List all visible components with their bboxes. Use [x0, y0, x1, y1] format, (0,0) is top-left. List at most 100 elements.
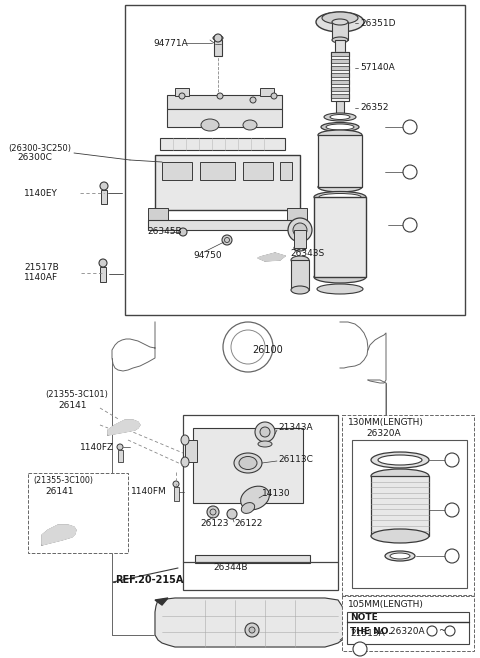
- Ellipse shape: [258, 441, 272, 447]
- Text: NOTE: NOTE: [350, 613, 378, 622]
- Text: (21355-3C100): (21355-3C100): [33, 476, 93, 486]
- Text: 94771A: 94771A: [153, 39, 188, 47]
- Text: 26320A: 26320A: [366, 428, 401, 438]
- Ellipse shape: [294, 245, 306, 251]
- Ellipse shape: [234, 453, 262, 473]
- Ellipse shape: [314, 271, 366, 283]
- Ellipse shape: [330, 114, 350, 120]
- Bar: [101, 190, 107, 204]
- Text: 1140AF: 1140AF: [24, 274, 58, 282]
- Text: 2: 2: [449, 505, 455, 515]
- Text: 57140A: 57140A: [360, 64, 395, 72]
- Text: 26300C: 26300C: [17, 153, 52, 163]
- Circle shape: [225, 238, 229, 243]
- Bar: [243, 162, 273, 180]
- Polygon shape: [258, 253, 285, 261]
- Ellipse shape: [318, 130, 362, 140]
- Bar: [148, 208, 168, 220]
- Ellipse shape: [378, 455, 422, 465]
- Bar: [214, 40, 222, 56]
- Text: (21355-3C101): (21355-3C101): [45, 390, 108, 399]
- Text: 26123: 26123: [200, 519, 228, 528]
- Ellipse shape: [243, 120, 257, 130]
- Text: 21343A: 21343A: [278, 424, 312, 432]
- Circle shape: [245, 623, 259, 637]
- Bar: [342, 415, 474, 595]
- Polygon shape: [108, 420, 140, 435]
- Bar: [193, 428, 303, 503]
- Text: 26141: 26141: [45, 486, 73, 495]
- Circle shape: [403, 218, 417, 232]
- Bar: [195, 555, 310, 563]
- Text: ~: ~: [438, 626, 445, 636]
- Circle shape: [271, 93, 277, 99]
- Circle shape: [445, 626, 455, 636]
- Bar: [162, 162, 192, 180]
- Circle shape: [207, 506, 219, 518]
- Bar: [291, 260, 309, 290]
- Circle shape: [403, 120, 417, 134]
- Bar: [371, 476, 429, 536]
- Ellipse shape: [332, 37, 348, 43]
- Bar: [335, 40, 345, 52]
- Bar: [294, 230, 306, 248]
- Text: 26343S: 26343S: [290, 249, 324, 259]
- Circle shape: [117, 444, 123, 450]
- Circle shape: [173, 481, 179, 487]
- Circle shape: [445, 453, 459, 467]
- Circle shape: [59, 532, 65, 538]
- Bar: [314, 197, 366, 277]
- Polygon shape: [155, 598, 168, 605]
- Circle shape: [260, 427, 270, 437]
- Circle shape: [293, 223, 307, 237]
- Ellipse shape: [332, 19, 348, 25]
- Text: 26352: 26352: [360, 103, 388, 113]
- Bar: [260, 88, 274, 96]
- Bar: [167, 109, 282, 127]
- Text: 1: 1: [449, 455, 455, 465]
- Bar: [342, 596, 474, 651]
- Bar: [183, 415, 338, 590]
- Ellipse shape: [181, 435, 189, 445]
- Circle shape: [445, 503, 459, 517]
- Text: 26122: 26122: [234, 520, 263, 528]
- Bar: [174, 487, 179, 501]
- Bar: [118, 450, 123, 462]
- Ellipse shape: [322, 12, 358, 24]
- Ellipse shape: [316, 12, 364, 32]
- Bar: [280, 162, 292, 180]
- Polygon shape: [155, 598, 344, 647]
- Bar: [352, 440, 467, 588]
- Circle shape: [288, 218, 312, 242]
- Text: 26345B: 26345B: [147, 228, 181, 236]
- Circle shape: [214, 34, 222, 42]
- Bar: [160, 138, 285, 150]
- Text: 94750: 94750: [193, 251, 222, 259]
- Ellipse shape: [314, 191, 366, 203]
- Circle shape: [210, 509, 216, 515]
- Ellipse shape: [213, 36, 223, 41]
- Circle shape: [100, 182, 108, 190]
- Text: THE NO.: THE NO.: [350, 626, 392, 636]
- Text: 3: 3: [449, 551, 455, 561]
- Circle shape: [353, 642, 367, 656]
- Circle shape: [250, 97, 256, 103]
- Ellipse shape: [390, 553, 410, 559]
- Circle shape: [445, 549, 459, 563]
- Bar: [336, 101, 344, 113]
- Bar: [100, 267, 106, 282]
- Bar: [175, 88, 189, 96]
- Circle shape: [255, 422, 275, 442]
- Ellipse shape: [241, 503, 255, 513]
- Circle shape: [222, 235, 232, 245]
- Text: 105MM(LENGTH): 105MM(LENGTH): [348, 599, 424, 609]
- Text: REF.20-215A: REF.20-215A: [115, 575, 183, 585]
- Bar: [287, 208, 307, 220]
- Circle shape: [179, 228, 187, 236]
- Text: 26100: 26100: [252, 345, 283, 355]
- Bar: [28, 473, 128, 553]
- Polygon shape: [42, 525, 76, 545]
- Bar: [167, 95, 282, 109]
- Bar: [155, 155, 300, 210]
- Text: 1140FM: 1140FM: [131, 488, 167, 497]
